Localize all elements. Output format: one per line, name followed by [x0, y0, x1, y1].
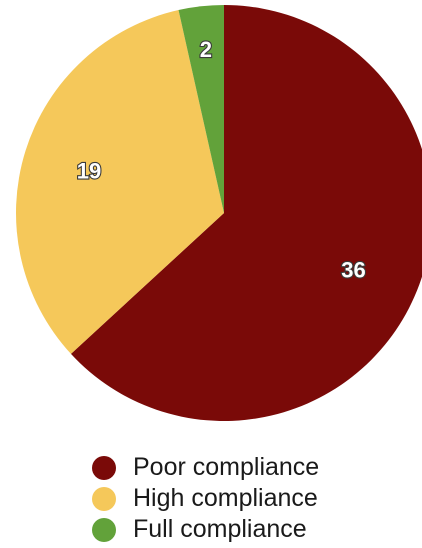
legend-item-high-compliance: High compliance: [92, 483, 412, 514]
legend-label-full-compliance: Full compliance: [133, 515, 307, 543]
pie-slices: [15, 5, 422, 421]
data-label-poor-compliance: 36: [341, 257, 365, 282]
pie-data-labels: 36 19 2: [76, 36, 367, 283]
pie-slice-poor-compliance: [70, 5, 422, 421]
legend-label-high-compliance: High compliance: [133, 484, 318, 512]
pie-slice-high-compliance: [15, 10, 225, 354]
chart-legend: Poor compliance High compliance Full com…: [92, 452, 412, 545]
legend-item-full-compliance: Full compliance: [92, 514, 412, 545]
legend-swatch-poor-compliance: [92, 455, 116, 480]
pie-slice-full-compliance: [178, 5, 224, 213]
legend-swatch-full-compliance: [92, 517, 116, 542]
legend-swatch-high-compliance: [92, 486, 116, 511]
legend-label-poor-compliance: Poor compliance: [133, 453, 320, 481]
data-label-full-compliance: 2: [200, 37, 212, 62]
data-label-high-compliance: 19: [77, 158, 101, 183]
legend-item-poor-compliance: Poor compliance: [92, 452, 412, 483]
